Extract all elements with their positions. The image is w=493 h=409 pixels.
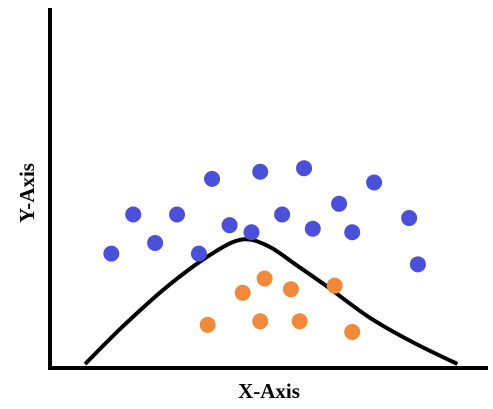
data-point-series1-7 xyxy=(221,217,238,234)
data-point-series1-4 xyxy=(125,206,142,223)
data-point-series2-4 xyxy=(252,313,269,330)
data-point-series1-15 xyxy=(366,174,383,191)
data-point-series1-17 xyxy=(409,256,426,273)
data-point-series2-6 xyxy=(291,313,308,330)
data-point-series1-3 xyxy=(190,245,207,262)
data-point-series1-1 xyxy=(103,245,120,262)
decision-boundary-curve xyxy=(83,237,459,366)
data-point-series1-6 xyxy=(204,170,221,187)
data-point-series1-11 xyxy=(296,160,313,177)
data-point-series2-3 xyxy=(256,270,273,287)
y-axis-title: Y-Axis xyxy=(15,163,39,223)
data-point-series1-8 xyxy=(243,224,260,241)
data-point-series2-1 xyxy=(199,316,216,333)
scatter-points xyxy=(103,160,426,340)
data-point-series1-2 xyxy=(147,234,164,251)
data-point-series1-14 xyxy=(344,224,361,241)
data-point-series1-10 xyxy=(274,206,291,223)
data-point-series1-5 xyxy=(169,206,186,223)
data-point-series1-12 xyxy=(304,220,321,237)
data-point-series2-7 xyxy=(326,277,343,294)
data-point-series1-16 xyxy=(401,210,418,227)
data-point-series1-13 xyxy=(331,195,348,212)
data-point-series2-5 xyxy=(282,281,299,298)
x-axis-title: X-Axis xyxy=(238,379,300,403)
data-point-series1-9 xyxy=(252,163,269,180)
data-point-series2-8 xyxy=(344,323,361,340)
data-point-series2-2 xyxy=(234,284,251,301)
